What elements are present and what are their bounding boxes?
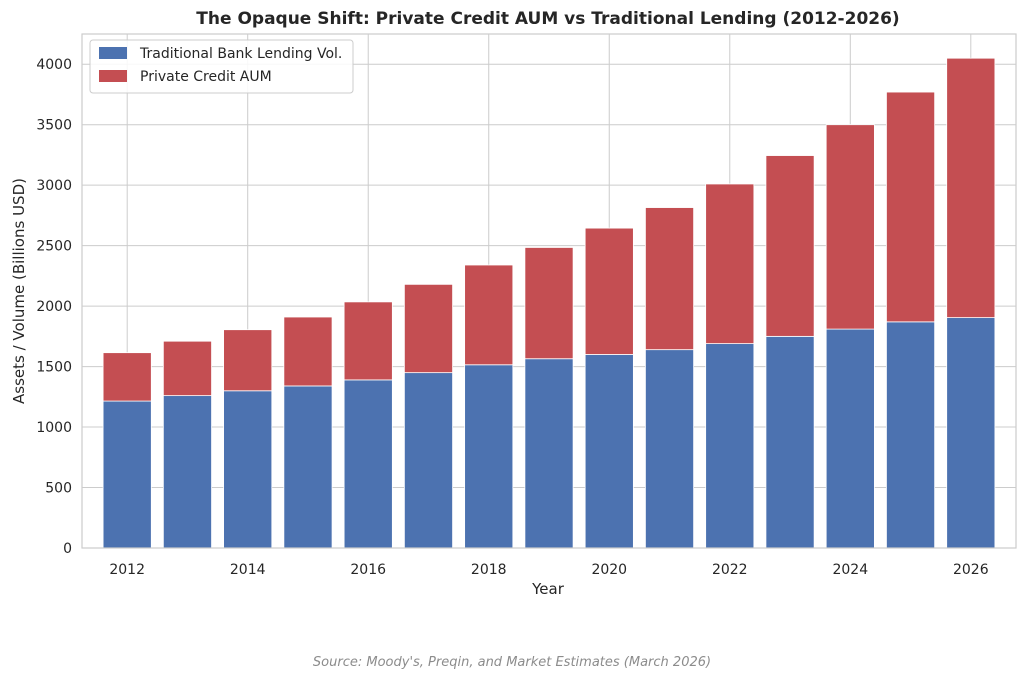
bar-private-credit [223,329,273,392]
source-note: Source: Moody's, Preqin, and Market Esti… [313,655,711,670]
bar-private-credit [102,352,152,402]
legend: Traditional Bank Lending Vol. Private Cr… [89,39,354,94]
bar-private-credit [886,91,936,323]
bar-traditional-lending [645,349,695,549]
bar-private-credit [343,301,393,381]
bar-private-credit [464,264,514,366]
ticks: 0 500 1000 1500 2000 2500 3000 3500 4000 2012 2014… [36,57,988,578]
y-tick-label: 2500 [36,239,72,255]
bar-traditional-lending [584,354,634,549]
y-tick-label: 3500 [36,118,72,134]
bar-traditional-lending [223,390,273,549]
x-tick-label: 2014 [230,562,266,578]
x-tick-label: 2012 [109,562,145,578]
y-tick-label: 0 [63,541,72,557]
bar-traditional-lending [705,343,755,549]
plot-frame [81,33,1017,549]
bar-traditional-lending [524,358,574,549]
bar-private-credit [765,155,815,337]
y-tick-label: 4000 [36,57,72,73]
bar-traditional-lending [765,335,815,549]
legend-swatch-traditional [99,47,127,59]
bar-private-credit [645,207,695,351]
bar-traditional-lending [343,379,393,549]
bar-traditional-lending [162,395,212,549]
bar-private-credit [946,57,996,319]
legend-box [89,39,354,94]
bar-private-credit [825,124,875,330]
x-axis-label: Year [531,580,565,598]
bar-traditional-lending [946,317,996,549]
bar-traditional-lending [283,385,333,549]
bar-private-credit [584,227,634,355]
bar-traditional-lending [464,364,514,549]
bar-private-credit [283,316,333,387]
y-tick-label: 1000 [36,420,72,436]
y-tick-label: 3000 [36,178,72,194]
y-axis-label: Assets / Volume (Billions USD) [10,178,28,404]
legend-label-private-credit: Private Credit AUM [140,69,272,85]
bars [102,57,996,549]
x-tick-label: 2024 [832,562,868,578]
legend-label-traditional: Traditional Bank Lending Vol. [139,46,342,62]
x-tick-label: 2016 [350,562,386,578]
chart-title: The Opaque Shift: Private Credit AUM vs … [196,9,899,29]
x-tick-label: 2022 [712,562,748,578]
x-tick-label: 2020 [591,562,627,578]
y-tick-label: 1500 [36,360,72,376]
x-tick-label: 2018 [471,562,507,578]
y-tick-label: 500 [45,481,72,497]
bar-private-credit [403,283,453,374]
bar-traditional-lending [825,328,875,549]
bar-private-credit [705,183,755,345]
legend-swatch-private-credit [99,70,127,82]
bar-private-credit [162,340,212,397]
x-tick-label: 2026 [953,562,989,578]
bar-traditional-lending [886,321,936,549]
y-tick-label: 2000 [36,299,72,315]
bar-traditional-lending [102,400,152,549]
bar-private-credit [524,247,574,360]
bar-traditional-lending [403,372,453,549]
